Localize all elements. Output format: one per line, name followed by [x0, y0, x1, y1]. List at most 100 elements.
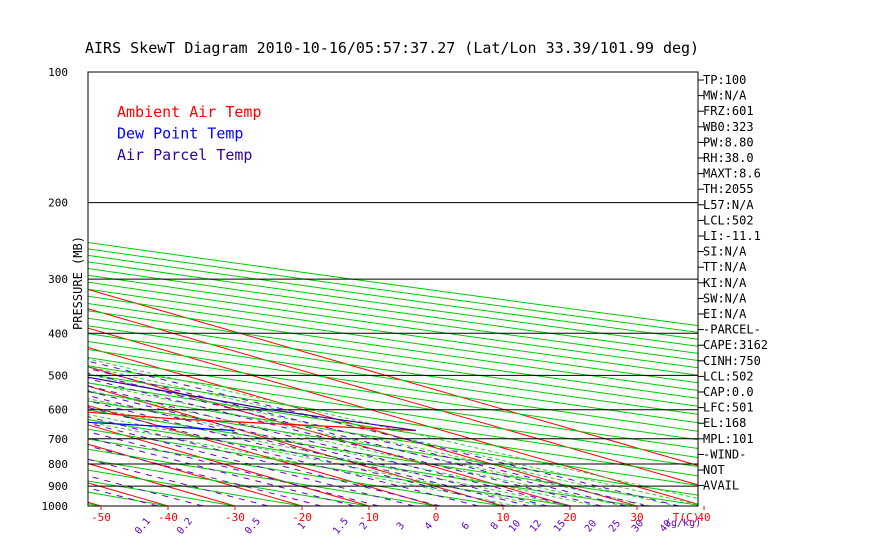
- stats-item: LCL:502: [703, 369, 754, 383]
- stats-item: MPL:101: [703, 432, 754, 446]
- dry-adiabat-line: [88, 400, 698, 496]
- pressure-label: 200: [48, 197, 68, 210]
- mixing-ratio-label: 20: [583, 518, 599, 534]
- bottom-temp-label: 10: [496, 511, 509, 524]
- legend-entry: Dew Point Temp: [117, 125, 243, 143]
- stats-item: CAPE:3162: [703, 338, 768, 352]
- mixing-ratio-line: [88, 360, 680, 506]
- stats-item: CINH:750: [703, 354, 761, 368]
- moist-adiabat-line: [88, 421, 517, 506]
- moist-adiabat-line: [88, 358, 698, 500]
- pressure-label: 900: [48, 480, 68, 493]
- mixing-ratio-line: [88, 385, 571, 506]
- dry-adiabat-line: [88, 373, 698, 468]
- bottom-temp-label: -10: [359, 511, 379, 524]
- bottom-temp-label: -50: [91, 511, 111, 524]
- chart-title: AIRS SkewT Diagram 2010-10-16/05:57:37.2…: [85, 39, 699, 57]
- stats-item: TP:100: [703, 73, 746, 87]
- series-group: [88, 376, 416, 432]
- stats-item: EI:N/A: [703, 307, 747, 321]
- stats-item: SW:N/A: [703, 291, 747, 305]
- pressure-label: 700: [48, 433, 68, 446]
- dry-adiabat-line: [88, 409, 698, 506]
- mixing-ratio-line: [88, 390, 548, 506]
- stats-item: MW:N/A: [703, 89, 747, 103]
- stats-item: NOT: [703, 463, 725, 477]
- isotherm-line: [0, 72, 34, 506]
- mixing-ratio-label: 0.1: [133, 516, 153, 537]
- dry-adiabat-line: [88, 274, 698, 361]
- dry-adiabat-line: [88, 261, 698, 347]
- bottom-temp-label: -30: [225, 511, 245, 524]
- moist-adiabat-line: [88, 390, 624, 506]
- isotherm-line: [88, 424, 370, 506]
- legend-entry: Ambient Air Temp: [117, 103, 262, 121]
- dry-adiabat-line: [88, 281, 698, 369]
- dry-adiabat-line: [0, 72, 34, 506]
- pressure-label: 1000: [42, 500, 69, 513]
- stats-item: TH:2055: [703, 182, 754, 196]
- plot-frame: [87, 71, 699, 507]
- parcel-temp-line: [88, 376, 416, 432]
- stats-item: CAP:0.0: [703, 385, 754, 399]
- bottom-temp-label: -20: [292, 511, 312, 524]
- pressure-label: 400: [48, 327, 68, 340]
- bottom-temp-label: 20: [563, 511, 576, 524]
- isotherm-line: [88, 308, 698, 486]
- moist-adiabat-line: [88, 366, 698, 506]
- dry-adiabat-line: [88, 248, 698, 333]
- cape-hatch: [0, 213, 69, 374]
- mixing-ratio-line: [88, 367, 647, 506]
- y-axis-label: PRESSURE (MB): [71, 236, 85, 330]
- moist-adiabat-line: [88, 373, 678, 506]
- stats-item: LFC:501: [703, 401, 754, 415]
- pressure-label: 600: [48, 404, 68, 417]
- legend: Ambient Air Temp Dew Point Temp Air Parcel…: [117, 103, 262, 164]
- stats-item: -WIND-: [703, 447, 746, 461]
- moist-adiabat-line: [88, 381, 651, 506]
- mixing-ratio-label: 0.2: [175, 516, 195, 537]
- stats-item: AVAIL: [703, 479, 739, 493]
- bottom-temp-label: 30: [630, 511, 643, 524]
- mixing-ratio-label: 8: [489, 521, 501, 533]
- mixing-ratio-label: 1.5: [331, 516, 351, 537]
- mixing-ratio-label: 3: [395, 521, 407, 533]
- stats-item: LCL:502: [703, 213, 754, 227]
- stats-item: L57:N/A: [703, 198, 754, 212]
- mixing-ratio-line: [88, 372, 627, 506]
- mixing-ratio-label: 2: [358, 521, 370, 533]
- stats-item: MAXT:8.6: [703, 167, 761, 181]
- pressure-label: 300: [48, 273, 68, 286]
- stats-item: RH:38.0: [703, 151, 754, 165]
- mixing-ratio-label: 4: [423, 521, 435, 533]
- stats-item: SI:N/A: [703, 245, 747, 259]
- dry-adiabat-line: [88, 428, 571, 506]
- dry-adiabat-line: [88, 254, 698, 340]
- mixing-ratio-label: 12: [528, 518, 544, 534]
- stats-item: WB0:323: [703, 120, 754, 134]
- pressure-label: 800: [48, 458, 68, 471]
- mixing-ratio-line: [88, 378, 602, 506]
- stats-item: LI:-11.1: [703, 229, 761, 243]
- isotherm-line: [88, 327, 698, 505]
- dry-adiabat-line: [88, 357, 698, 450]
- dry-adiabat-line: [88, 348, 698, 441]
- bottom-temp-label: 40: [697, 511, 710, 524]
- ambient-temp-line: [88, 411, 416, 432]
- dry-adiabat-line: [88, 365, 698, 458]
- mixing-ratio-line: [88, 395, 529, 506]
- legend-entry: Air Parcel Temp: [117, 146, 252, 164]
- isotherm-line: [88, 366, 571, 506]
- dry-adiabat-line: [88, 268, 698, 354]
- grid-lines: [0, 72, 698, 506]
- bottom-temp-label: -40: [158, 511, 178, 524]
- mixing-ratio-unit: (g/kg): [665, 518, 701, 529]
- pressure-label: 500: [48, 369, 68, 382]
- axes: -120-110-100-90-80-70-60-50-40-50-40-30-…: [42, 66, 711, 537]
- isotherm-line: [88, 346, 638, 506]
- mixing-ratio-label: 25: [607, 518, 623, 534]
- mixing-ratio-label: 0.5: [243, 516, 263, 537]
- temp-unit-label: T(C): [673, 511, 700, 524]
